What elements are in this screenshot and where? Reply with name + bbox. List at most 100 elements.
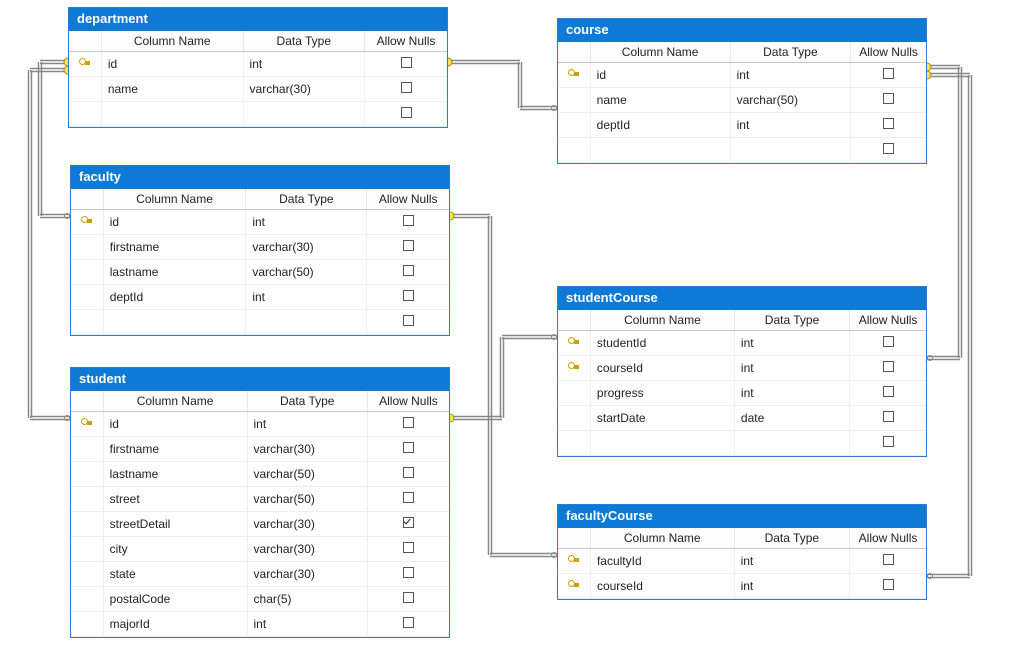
- allow-nulls-checkbox[interactable]: [403, 290, 414, 301]
- allow-nulls-checkbox[interactable]: [883, 554, 894, 565]
- allow-nulls-checkbox[interactable]: [883, 436, 894, 447]
- column-row[interactable]: streetDetailvarchar(30): [71, 512, 449, 537]
- table-department[interactable]: department Column NameData TypeAllow Nul…: [68, 7, 448, 128]
- column-row[interactable]: deptIdint: [558, 113, 926, 138]
- column-name: id: [101, 52, 243, 77]
- allow-nulls-checkbox[interactable]: [403, 592, 414, 603]
- column-type: int: [246, 210, 367, 235]
- column-type: int: [734, 549, 849, 574]
- allow-nulls-checkbox[interactable]: [401, 82, 412, 93]
- column-type: int: [734, 574, 849, 599]
- key-icon: [568, 579, 579, 590]
- column-type: int: [246, 285, 367, 310]
- header-allow-nulls: Allow Nulls: [365, 31, 447, 52]
- column-row[interactable]: lastnamevarchar(50): [71, 462, 449, 487]
- column-row[interactable]: idint: [71, 210, 449, 235]
- column-name: id: [103, 412, 247, 437]
- allow-nulls-checkbox[interactable]: [403, 567, 414, 578]
- column-row[interactable]: firstnamevarchar(30): [71, 437, 449, 462]
- header-allow-nulls: Allow Nulls: [851, 42, 926, 63]
- allow-nulls-checkbox[interactable]: [401, 107, 412, 118]
- column-type: int: [730, 113, 851, 138]
- allow-nulls-checkbox[interactable]: [403, 240, 414, 251]
- allow-nulls-checkbox[interactable]: [403, 617, 414, 628]
- allow-nulls-checkbox[interactable]: [403, 542, 414, 553]
- allow-nulls-checkbox[interactable]: [403, 467, 414, 478]
- column-row[interactable]: courseIdint: [558, 356, 926, 381]
- allow-nulls-checkbox[interactable]: [403, 417, 414, 428]
- column-type: int: [247, 412, 367, 437]
- allow-nulls-checkbox[interactable]: [883, 68, 894, 79]
- allow-nulls-checkbox[interactable]: [883, 411, 894, 422]
- allow-nulls-checkbox[interactable]: [883, 386, 894, 397]
- column-name: lastname: [103, 462, 247, 487]
- header-data-type: Data Type: [247, 391, 367, 412]
- column-type: int: [247, 612, 367, 637]
- column-name: state: [103, 562, 247, 587]
- columns-grid: Column NameData TypeAllow Nullsidintname…: [69, 31, 447, 127]
- table-studentCourse[interactable]: studentCourse Column NameData TypeAllow …: [557, 286, 927, 457]
- allow-nulls-checkbox[interactable]: [883, 93, 894, 104]
- allow-nulls-checkbox[interactable]: [403, 442, 414, 453]
- header-allow-nulls: Allow Nulls: [367, 189, 449, 210]
- column-row[interactable]: namevarchar(30): [69, 77, 447, 102]
- allow-nulls-checkbox[interactable]: [403, 215, 414, 226]
- column-row[interactable]: namevarchar(50): [558, 88, 926, 113]
- column-row[interactable]: deptIdint: [71, 285, 449, 310]
- column-name: courseId: [590, 356, 734, 381]
- column-row[interactable]: statevarchar(30): [71, 562, 449, 587]
- table-facultyCourse[interactable]: facultyCourse Column NameData TypeAllow …: [557, 504, 927, 600]
- columns-grid: Column NameData TypeAllow NullsfacultyId…: [558, 528, 926, 599]
- column-row-empty: [69, 102, 447, 127]
- allow-nulls-checkbox[interactable]: [403, 265, 414, 276]
- column-row[interactable]: progressint: [558, 381, 926, 406]
- allow-nulls-checkbox[interactable]: [883, 118, 894, 129]
- column-type: varchar(30): [247, 537, 367, 562]
- column-name: street: [103, 487, 247, 512]
- column-row[interactable]: courseIdint: [558, 574, 926, 599]
- allow-nulls-checkbox[interactable]: [403, 315, 414, 326]
- key-icon: [568, 68, 579, 79]
- column-row[interactable]: startDatedate: [558, 406, 926, 431]
- column-row[interactable]: majorIdint: [71, 612, 449, 637]
- column-type: date: [734, 406, 849, 431]
- column-row[interactable]: lastnamevarchar(50): [71, 260, 449, 285]
- column-type: varchar(30): [246, 235, 367, 260]
- column-row-empty: [558, 431, 926, 456]
- table-faculty[interactable]: faculty Column NameData TypeAllow Nullsi…: [70, 165, 450, 336]
- allow-nulls-checkbox[interactable]: [883, 361, 894, 372]
- column-type: varchar(50): [247, 462, 367, 487]
- table-course[interactable]: course Column NameData TypeAllow Nullsid…: [557, 18, 927, 164]
- allow-nulls-checkbox[interactable]: [883, 143, 894, 154]
- column-name: startDate: [590, 406, 734, 431]
- allow-nulls-checkbox[interactable]: [403, 517, 414, 528]
- column-row[interactable]: facultyIdint: [558, 549, 926, 574]
- header-allow-nulls: Allow Nulls: [367, 391, 449, 412]
- column-type: varchar(30): [247, 562, 367, 587]
- column-type: varchar(30): [243, 77, 365, 102]
- allow-nulls-checkbox[interactable]: [401, 57, 412, 68]
- column-row[interactable]: studentIdint: [558, 331, 926, 356]
- column-row-empty: [71, 310, 449, 335]
- column-row[interactable]: firstnamevarchar(30): [71, 235, 449, 260]
- table-student[interactable]: student Column NameData TypeAllow Nullsi…: [70, 367, 450, 638]
- column-row-empty: [558, 138, 926, 163]
- key-icon: [568, 554, 579, 565]
- allow-nulls-checkbox[interactable]: [883, 579, 894, 590]
- header-column-name: Column Name: [101, 31, 243, 52]
- column-row[interactable]: streetvarchar(50): [71, 487, 449, 512]
- columns-grid: Column NameData TypeAllow Nullsidintfirs…: [71, 189, 449, 335]
- key-icon: [79, 57, 90, 68]
- column-row[interactable]: cityvarchar(30): [71, 537, 449, 562]
- key-icon: [81, 215, 92, 226]
- column-row[interactable]: postalCodechar(5): [71, 587, 449, 612]
- allow-nulls-checkbox[interactable]: [403, 492, 414, 503]
- column-row[interactable]: idint: [71, 412, 449, 437]
- allow-nulls-checkbox[interactable]: [883, 336, 894, 347]
- column-name: firstname: [103, 437, 247, 462]
- er-diagram-canvas: department Column NameData TypeAllow Nul…: [0, 0, 1024, 650]
- table-title: department: [69, 8, 447, 31]
- column-row[interactable]: idint: [69, 52, 447, 77]
- column-name: name: [590, 88, 730, 113]
- column-row[interactable]: idint: [558, 63, 926, 88]
